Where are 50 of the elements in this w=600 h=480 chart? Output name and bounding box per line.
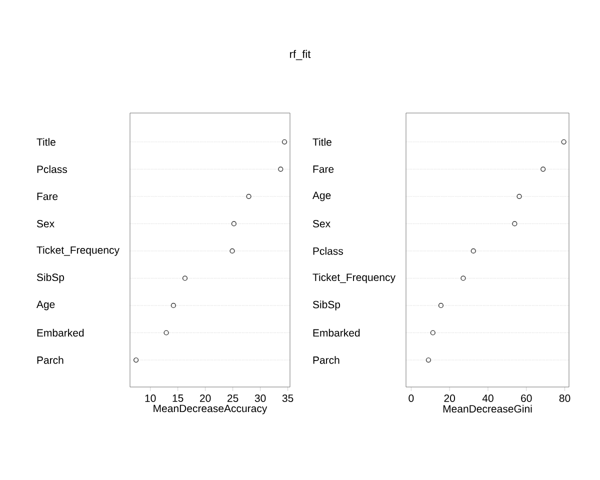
x-tick-label: 15	[172, 394, 184, 402]
x-axis-title: MeanDecreaseGini	[443, 404, 532, 413]
point	[231, 221, 236, 226]
y-tick-label: Pclass	[37, 165, 67, 174]
point	[438, 302, 444, 308]
point	[134, 357, 139, 363]
x-tick-label: 20	[444, 394, 456, 402]
y-tick-label: Pclass	[313, 247, 344, 255]
point	[164, 330, 169, 336]
point	[540, 166, 546, 172]
y-tick-label: Fare	[37, 192, 58, 200]
y-tick-label: Sex	[312, 220, 330, 228]
chart-title: rf_fit	[290, 50, 311, 60]
y-tick-label: Parch	[37, 356, 64, 364]
point	[512, 221, 518, 226]
y-tick-label: Fare	[313, 166, 334, 173]
x-tick-label: 60	[521, 394, 532, 402]
x-tick-label: 30	[254, 394, 266, 402]
y-tick-label: Embarked	[37, 328, 84, 337]
point	[170, 302, 176, 308]
x-tick-label: 40	[482, 394, 494, 402]
x-tick-label: 20	[200, 394, 211, 402]
y-tick-label: Age	[312, 192, 331, 202]
point	[246, 194, 252, 199]
y-tick-label: SibSp	[312, 300, 340, 310]
point	[230, 248, 235, 254]
x-tick-label: 0	[408, 394, 414, 402]
x-tick-label: 35	[282, 394, 294, 402]
y-tick-label: Ticket_Frequency	[36, 246, 120, 256]
x-axis-title: MeanDecreaseAccuracy	[154, 404, 268, 414]
x-tick-label: 80	[559, 394, 570, 402]
point	[460, 276, 466, 281]
point	[182, 276, 188, 281]
y-tick-label: Title	[36, 138, 56, 146]
point	[282, 139, 288, 144]
y-tick-label: Sex	[36, 220, 54, 228]
x-tick-label: 25	[228, 394, 238, 402]
y-tick-label: Ticket_Frequency	[312, 273, 396, 284]
point	[426, 357, 432, 363]
point	[470, 248, 476, 254]
y-tick-label: Embarked	[313, 328, 360, 337]
y-tick-label: Parch	[313, 356, 340, 364]
point	[516, 194, 522, 199]
y-tick-label: Age	[36, 300, 55, 310]
point	[561, 139, 566, 144]
x-tick-label: 10	[145, 394, 156, 402]
y-tick-label: SibSp	[36, 273, 64, 284]
y-tick-label: Title	[312, 138, 332, 146]
point	[430, 330, 436, 336]
point	[278, 166, 284, 172]
